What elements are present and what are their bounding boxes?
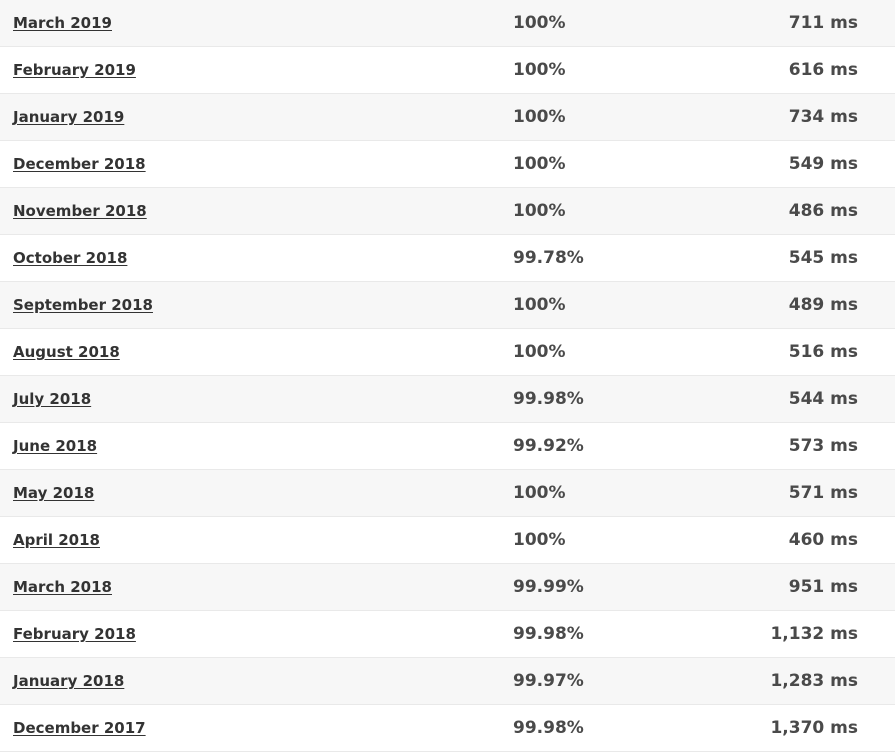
response-time-value: 711 ms [788, 13, 858, 33]
month-link[interactable]: June 2018 [13, 437, 98, 455]
response-time-value: 571 ms [788, 483, 858, 503]
month-link[interactable]: March 2018 [13, 578, 112, 596]
table-row: August 2018 100% 516 ms [0, 329, 895, 376]
uptime-value: 100% [513, 154, 566, 174]
table-row: March 2018 99.99% 951 ms [0, 564, 895, 611]
response-time-value: 734 ms [788, 107, 858, 127]
uptime-value: 99.97% [513, 671, 584, 691]
uptime-value: 100% [513, 107, 566, 127]
table-row: September 2018 100% 489 ms [0, 282, 895, 329]
table-row: January 2019 100% 734 ms [0, 94, 895, 141]
month-link[interactable]: April 2018 [13, 531, 100, 549]
uptime-value: 99.98% [513, 389, 584, 409]
month-link[interactable]: February 2018 [13, 625, 136, 643]
month-link[interactable]: September 2018 [13, 296, 153, 314]
table-row: November 2018 100% 486 ms [0, 188, 895, 235]
response-time-value: 573 ms [788, 436, 858, 456]
table-row: December 2017 99.98% 1,370 ms [0, 705, 895, 752]
month-link[interactable]: December 2017 [13, 719, 146, 737]
month-link[interactable]: February 2019 [13, 61, 136, 79]
response-time-value: 1,370 ms [770, 718, 858, 738]
table-row: May 2018 100% 571 ms [0, 470, 895, 517]
response-time-value: 460 ms [788, 530, 858, 550]
table-row: June 2018 99.92% 573 ms [0, 423, 895, 470]
response-time-value: 951 ms [788, 577, 858, 597]
uptime-value: 100% [513, 13, 566, 33]
response-time-value: 545 ms [788, 248, 858, 268]
month-link[interactable]: March 2019 [13, 14, 112, 32]
month-link[interactable]: July 2018 [13, 390, 92, 408]
uptime-value: 100% [513, 530, 566, 550]
uptime-value: 100% [513, 342, 566, 362]
month-link[interactable]: January 2018 [13, 672, 125, 690]
month-link[interactable]: October 2018 [13, 249, 128, 267]
month-link[interactable]: August 2018 [13, 343, 120, 361]
uptime-value: 99.92% [513, 436, 584, 456]
response-time-value: 544 ms [788, 389, 858, 409]
uptime-value: 99.98% [513, 718, 584, 738]
month-link[interactable]: November 2018 [13, 202, 147, 220]
table-row: February 2019 100% 616 ms [0, 47, 895, 94]
response-time-value: 489 ms [788, 295, 858, 315]
uptime-value: 99.99% [513, 577, 584, 597]
response-time-value: 1,132 ms [770, 624, 858, 644]
month-link[interactable]: December 2018 [13, 155, 146, 173]
uptime-value: 99.98% [513, 624, 584, 644]
table-row: October 2018 99.78% 545 ms [0, 235, 895, 282]
uptime-value: 100% [513, 483, 566, 503]
table-row: February 2018 99.98% 1,132 ms [0, 611, 895, 658]
table-row: July 2018 99.98% 544 ms [0, 376, 895, 423]
table-row: January 2018 99.97% 1,283 ms [0, 658, 895, 705]
response-time-value: 616 ms [788, 60, 858, 80]
response-time-value: 549 ms [788, 154, 858, 174]
response-time-value: 486 ms [788, 201, 858, 221]
response-time-value: 516 ms [788, 342, 858, 362]
uptime-value: 100% [513, 201, 566, 221]
response-time-value: 1,283 ms [770, 671, 858, 691]
table-row: December 2018 100% 549 ms [0, 141, 895, 188]
month-link[interactable]: May 2018 [13, 484, 95, 502]
month-link[interactable]: January 2019 [13, 108, 125, 126]
uptime-value: 100% [513, 60, 566, 80]
table-row: March 2019 100% 711 ms [0, 0, 895, 47]
uptime-value: 99.78% [513, 248, 584, 268]
table-row: April 2018 100% 460 ms [0, 517, 895, 564]
uptime-value: 100% [513, 295, 566, 315]
